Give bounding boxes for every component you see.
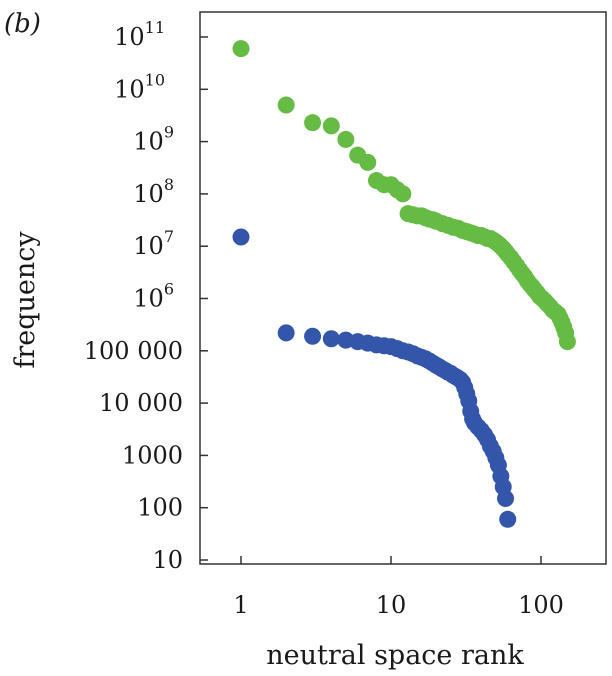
y-tick-label-exponent: 8 xyxy=(164,175,174,194)
data-point xyxy=(497,489,515,507)
data-point xyxy=(304,114,322,132)
y-axis-title: frequency xyxy=(10,231,41,369)
x-axis-title: neutral space rank xyxy=(266,640,524,671)
y-tick-label: 100 xyxy=(137,494,183,522)
data-point xyxy=(337,130,355,148)
data-point xyxy=(558,333,576,351)
y-tick-label: 1011 xyxy=(114,18,165,51)
y-tick-label-base: 10 xyxy=(133,180,164,208)
y-tick-label-base: 10 xyxy=(133,128,164,156)
y-tick-label: 1000 xyxy=(122,441,183,469)
y-tick-label: 107 xyxy=(133,227,174,260)
data-point xyxy=(277,96,295,114)
x-tick-label: 1 xyxy=(233,591,248,619)
plot-frame xyxy=(199,11,607,565)
y-tick-label-base: 10 xyxy=(133,285,164,313)
data-point xyxy=(277,324,295,342)
series-green xyxy=(232,40,576,351)
y-tick-label-base: 10 xyxy=(133,232,164,260)
data-point xyxy=(232,228,250,246)
data-point xyxy=(322,330,340,348)
data-point xyxy=(394,185,412,203)
x-tick-label: 100 xyxy=(518,591,564,619)
series-blue xyxy=(232,228,517,528)
y-tick-label: 100 000 xyxy=(84,337,183,365)
y-tick-label-exponent: 10 xyxy=(145,70,165,89)
data-point xyxy=(304,327,322,345)
y-tick-label-exponent: 7 xyxy=(164,227,174,246)
y-tick-label-exponent: 11 xyxy=(145,18,165,37)
y-tick-label: 109 xyxy=(133,123,174,156)
data-point xyxy=(232,40,250,58)
data-point xyxy=(499,510,517,528)
y-tick-label: 10 000 xyxy=(99,389,183,417)
x-tick-label: 10 xyxy=(376,591,407,619)
data-point xyxy=(359,153,377,171)
y-tick-label-exponent: 6 xyxy=(164,280,174,299)
y-tick-label: 106 xyxy=(133,280,174,313)
y-tick-label-exponent: 9 xyxy=(164,123,174,142)
panel-label: (b) xyxy=(4,9,41,39)
y-tick-label-base: 10 xyxy=(114,23,145,51)
y-tick-label: 108 xyxy=(133,175,174,208)
y-tick-label: 10 xyxy=(152,546,183,574)
y-tick-label: 1010 xyxy=(114,70,165,103)
x-axis: 1 10 100 xyxy=(233,556,564,619)
data-points xyxy=(232,40,576,528)
y-tick-label-base: 10 xyxy=(114,75,145,103)
data-point xyxy=(322,117,340,135)
